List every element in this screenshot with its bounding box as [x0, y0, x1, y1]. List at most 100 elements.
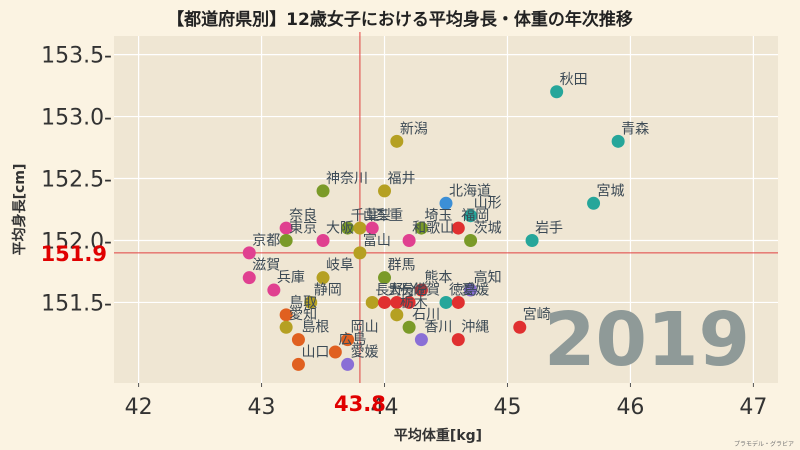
point-label: 奈良	[289, 208, 317, 224]
y-tick-label: 151.5-	[41, 291, 112, 316]
data-point	[390, 295, 404, 309]
x-axis-label: 平均体重[kg]	[394, 427, 482, 444]
point-label: 岡山	[351, 320, 379, 336]
x-tick-label: 44	[371, 395, 399, 420]
point-label: 新潟	[400, 121, 428, 137]
point-label: 兵庫	[277, 269, 305, 286]
reference-y-label: 151.9	[41, 242, 107, 266]
point-label: 静岡	[314, 282, 342, 298]
data-point	[513, 320, 527, 334]
data-point	[353, 246, 367, 260]
credit-text: プラモデル・グラビア	[733, 441, 794, 448]
data-point	[451, 221, 465, 235]
point-label: 栃木	[400, 295, 428, 311]
point-label: 青森	[621, 121, 649, 137]
data-point	[291, 333, 305, 347]
reference-x-label: 43.8	[334, 392, 386, 416]
data-point	[402, 320, 416, 334]
point-label: 福井	[388, 171, 416, 187]
data-point	[341, 357, 355, 371]
data-point	[242, 246, 256, 260]
point-label: 福岡	[461, 208, 489, 224]
point-label: 岩手	[535, 220, 563, 236]
data-point	[279, 320, 293, 334]
point-label: 群馬	[388, 258, 416, 274]
data-point	[304, 295, 318, 309]
data-point	[390, 134, 404, 148]
point-label: 北海道	[449, 183, 491, 199]
data-point	[439, 295, 453, 309]
point-label: 三重	[375, 208, 403, 224]
point-label: 東京	[289, 220, 317, 236]
year-label: 2019	[544, 297, 750, 383]
point-label: 山口	[301, 344, 329, 360]
point-label: 大分	[388, 282, 416, 298]
point-label: 大阪	[326, 220, 354, 236]
point-label: 愛媛	[351, 344, 379, 360]
point-label: 佐賀	[412, 282, 440, 298]
data-point	[242, 271, 256, 285]
point-label: 高知	[474, 269, 502, 286]
point-label: 石川	[412, 307, 440, 323]
point-label: 秋田	[560, 72, 588, 88]
x-axis-ticks: 42 43 44 45 46 47	[125, 383, 767, 420]
data-point	[328, 345, 342, 359]
data-point	[402, 233, 416, 247]
data-point	[587, 196, 601, 210]
data-point	[316, 271, 330, 285]
data-point	[316, 233, 330, 247]
data-point	[439, 196, 453, 210]
point-label: 長崎	[400, 282, 428, 298]
point-label: 宮城	[597, 183, 625, 199]
point-label: 香川	[424, 320, 452, 336]
point-label: 千葉	[351, 208, 379, 224]
x-tick-label: 43	[248, 395, 276, 420]
point-label: 茨城	[474, 220, 502, 236]
reference-lines	[114, 32, 778, 383]
data-point	[464, 283, 478, 297]
point-label: 和歌山	[412, 220, 454, 236]
data-point	[378, 295, 392, 309]
data-point	[414, 333, 428, 347]
data-point	[279, 221, 293, 235]
data-point	[279, 233, 293, 247]
data-point	[365, 295, 379, 309]
data-point	[390, 308, 404, 322]
point-label: 滋賀	[252, 258, 280, 274]
y-tick-label: 153.0-	[41, 106, 112, 131]
data-point	[341, 221, 355, 235]
data-point	[402, 295, 416, 309]
data-point	[267, 283, 281, 297]
y-tick-label: 153.5-	[41, 44, 112, 69]
point-label: 岐阜	[326, 257, 354, 274]
data-point	[378, 271, 392, 285]
data-point	[464, 209, 478, 223]
data-point	[414, 221, 428, 235]
data-point	[414, 283, 428, 297]
point-label: 京都	[252, 233, 280, 249]
x-tick-label: 45	[493, 395, 521, 420]
data-point	[611, 134, 625, 148]
y-tick-label: 152.5-	[41, 168, 112, 193]
y-axis-label: 平均身長[cm]	[11, 164, 28, 256]
point-label: 宮崎	[523, 307, 551, 323]
data-point	[378, 184, 392, 198]
data-point	[550, 85, 564, 99]
point-label: 愛媛	[461, 282, 489, 298]
x-tick-label: 46	[616, 395, 644, 420]
x-tick-label: 42	[125, 395, 153, 420]
data-point	[279, 308, 293, 322]
point-label: 神奈川	[326, 171, 368, 187]
data-point	[316, 184, 330, 198]
point-label: 富山	[363, 232, 391, 249]
x-tick-label: 47	[739, 395, 767, 420]
point-label: 熊本	[424, 270, 452, 286]
point-label: 徳島	[449, 282, 477, 298]
data-point	[353, 221, 367, 235]
point-label: 島根	[301, 320, 329, 336]
point-label: 愛知	[289, 306, 317, 323]
point-label: 鳥取	[289, 295, 317, 311]
data-point	[525, 233, 539, 247]
